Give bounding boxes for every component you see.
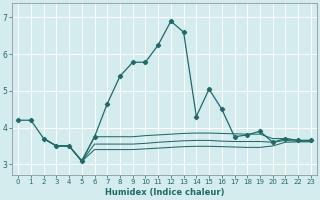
X-axis label: Humidex (Indice chaleur): Humidex (Indice chaleur): [105, 188, 224, 197]
